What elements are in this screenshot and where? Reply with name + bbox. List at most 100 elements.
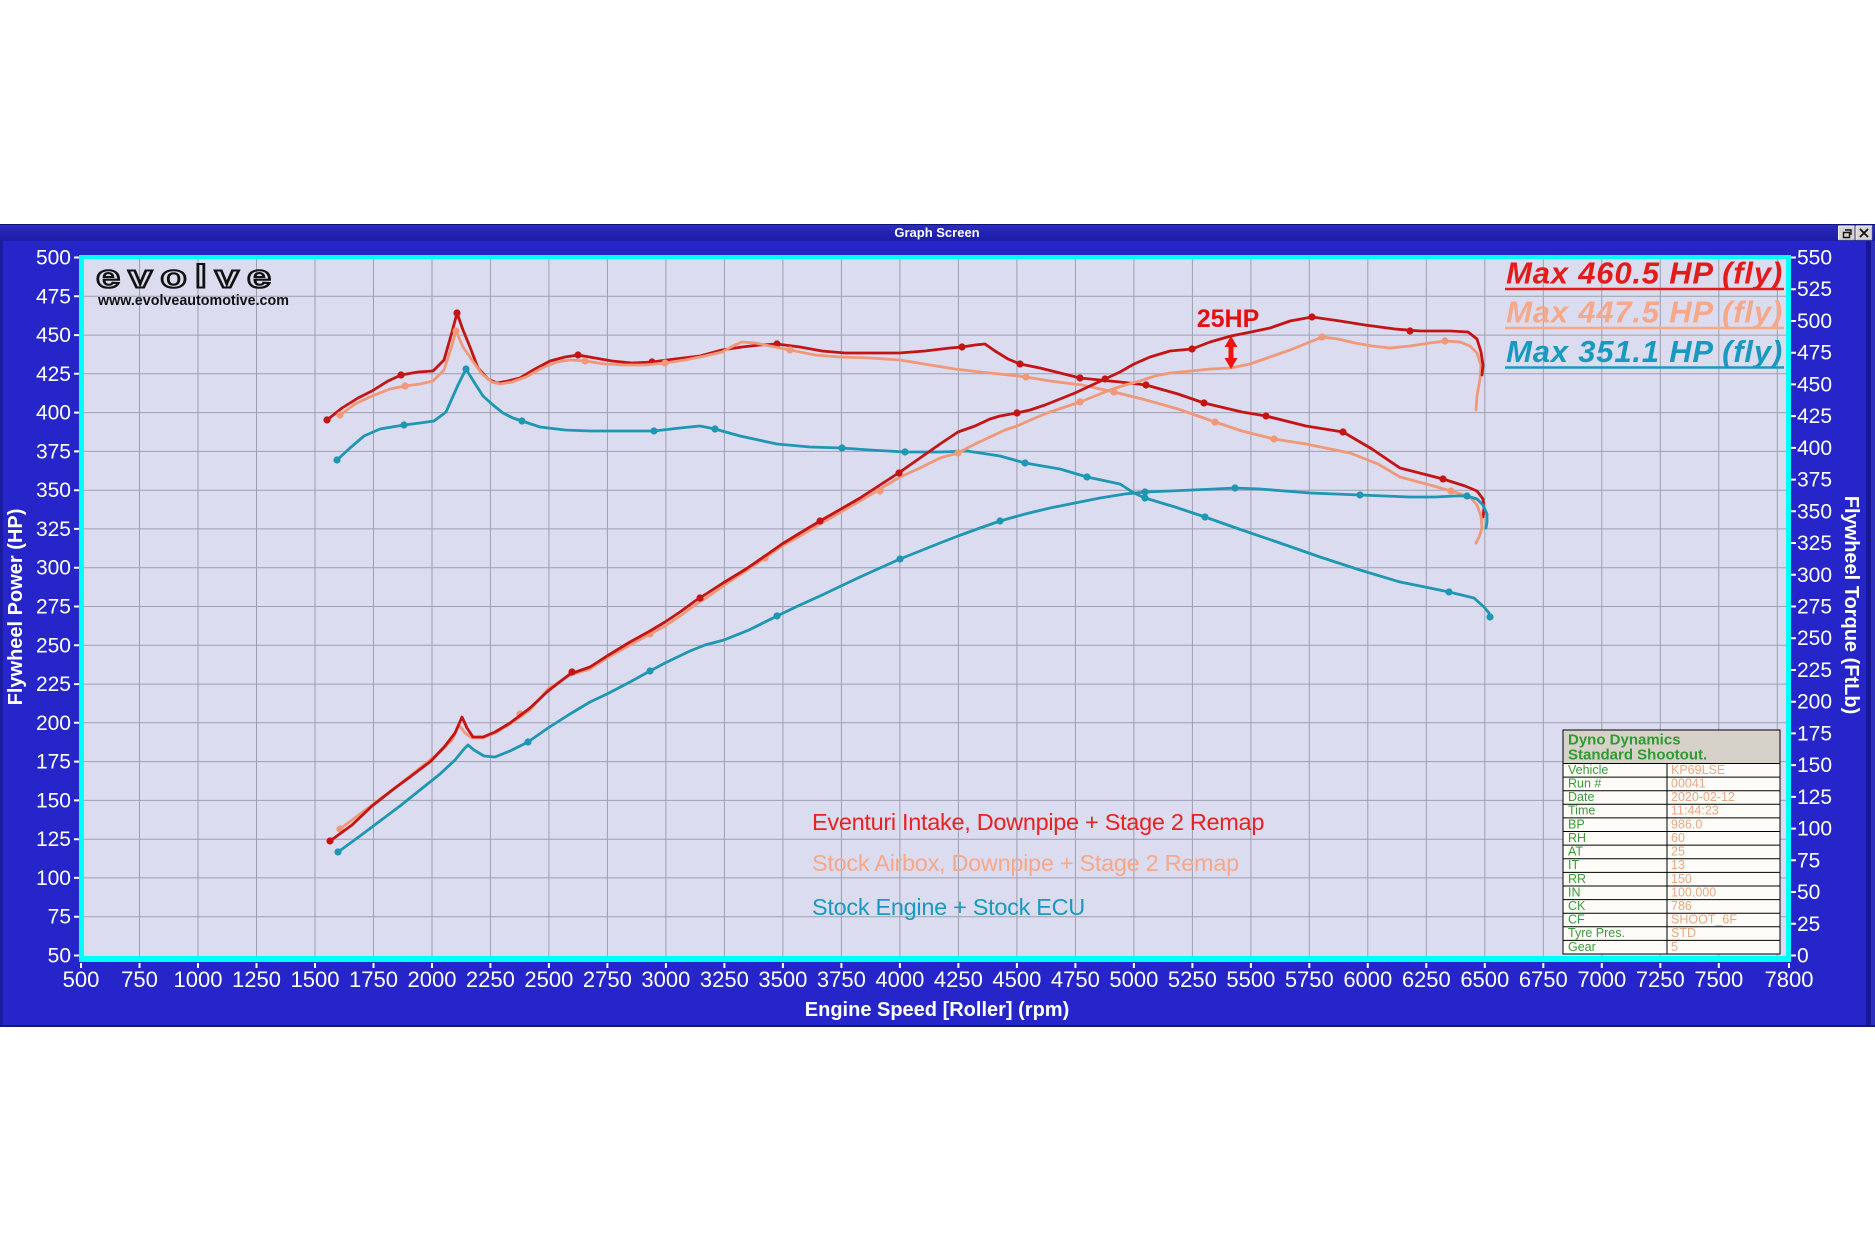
svg-text:KP69LSE: KP69LSE (1671, 763, 1725, 777)
svg-text:75: 75 (48, 906, 71, 929)
svg-text:275: 275 (1797, 596, 1832, 619)
svg-text:www.evolveautomotive.com: www.evolveautomotive.com (97, 293, 289, 309)
svg-text:300: 300 (36, 557, 71, 580)
svg-text:RH: RH (1568, 831, 1586, 845)
svg-text:3750: 3750 (817, 967, 866, 992)
svg-text:Graph Screen: Graph Screen (894, 225, 979, 240)
svg-text:200: 200 (36, 712, 71, 735)
svg-text:Max 447.5 HP (fly): Max 447.5 HP (fly) (1506, 295, 1783, 330)
svg-text:125: 125 (1797, 786, 1832, 809)
svg-text:2020-02-12: 2020-02-12 (1671, 790, 1735, 804)
svg-text:100: 100 (1797, 818, 1832, 841)
svg-text:Vehicle: Vehicle (1568, 763, 1608, 777)
svg-text:1500: 1500 (291, 967, 340, 992)
svg-text:STD: STD (1671, 926, 1696, 940)
svg-text:1250: 1250 (232, 967, 281, 992)
svg-text:4000: 4000 (875, 967, 924, 992)
svg-text:7000: 7000 (1577, 967, 1626, 992)
svg-text:300: 300 (1797, 564, 1832, 587)
svg-text:5500: 5500 (1226, 967, 1275, 992)
svg-text:Flywheel Torque (FtLb): Flywheel Torque (FtLb) (1840, 496, 1862, 715)
svg-text:250: 250 (1797, 627, 1832, 650)
svg-text:325: 325 (36, 518, 71, 541)
svg-text:175: 175 (1797, 722, 1832, 745)
svg-text:CK: CK (1568, 899, 1586, 913)
svg-text:5250: 5250 (1168, 967, 1217, 992)
svg-text:275: 275 (36, 596, 71, 619)
svg-text:325: 325 (1797, 532, 1832, 555)
svg-text:425: 425 (36, 363, 71, 386)
svg-text:Dyno Dynamics: Dyno Dynamics (1568, 732, 1681, 749)
svg-text:400: 400 (1797, 437, 1832, 460)
svg-text:375: 375 (1797, 469, 1832, 492)
svg-text:400: 400 (36, 402, 71, 425)
svg-text:4750: 4750 (1051, 967, 1100, 992)
svg-text:350: 350 (1797, 500, 1832, 523)
svg-text:200: 200 (1797, 691, 1832, 714)
svg-text:100.000: 100.000 (1671, 885, 1716, 899)
svg-text:25HP: 25HP (1197, 305, 1260, 333)
svg-text:7800: 7800 (1765, 967, 1814, 992)
svg-text:50: 50 (48, 945, 71, 968)
svg-text:7250: 7250 (1636, 967, 1685, 992)
svg-text:3000: 3000 (641, 967, 690, 992)
svg-text:250: 250 (36, 634, 71, 657)
svg-text:11:44:23: 11:44:23 (1671, 804, 1719, 818)
svg-text:525: 525 (1797, 278, 1832, 301)
svg-text:IN: IN (1568, 885, 1581, 899)
svg-text:150: 150 (36, 789, 71, 812)
svg-text:550: 550 (1797, 247, 1832, 270)
svg-text:425: 425 (1797, 405, 1832, 428)
svg-text:6500: 6500 (1460, 967, 1509, 992)
svg-text:986.0: 986.0 (1671, 817, 1702, 831)
svg-text:2250: 2250 (466, 967, 515, 992)
svg-text:350: 350 (36, 479, 71, 502)
svg-text:5: 5 (1671, 940, 1678, 954)
svg-text:375: 375 (36, 440, 71, 463)
svg-text:60: 60 (1671, 831, 1685, 845)
svg-text:50: 50 (1797, 881, 1820, 904)
svg-text:Run #: Run # (1568, 777, 1601, 791)
svg-text:Engine Speed [Roller] (rpm): Engine Speed [Roller] (rpm) (805, 999, 1069, 1021)
svg-text:Gear: Gear (1568, 940, 1596, 954)
svg-text:Tyre Pres.: Tyre Pres. (1568, 926, 1625, 940)
svg-text:750: 750 (121, 967, 158, 992)
svg-text:7500: 7500 (1694, 967, 1743, 992)
svg-text:13: 13 (1671, 858, 1685, 872)
svg-text:6250: 6250 (1402, 967, 1451, 992)
svg-text:25: 25 (1671, 845, 1685, 859)
svg-text:AT: AT (1568, 845, 1583, 859)
svg-text:150: 150 (1671, 872, 1692, 886)
svg-text:475: 475 (1797, 342, 1832, 365)
svg-text:Date: Date (1568, 790, 1594, 804)
svg-text:1000: 1000 (174, 967, 223, 992)
svg-text:SHOOT_6F: SHOOT_6F (1671, 913, 1737, 927)
svg-text:0: 0 (1797, 945, 1809, 968)
svg-text:Eventuri Intake, Downpipe + St: Eventuri Intake, Downpipe + Stage 2 Rema… (812, 809, 1264, 835)
svg-text:475: 475 (36, 285, 71, 308)
svg-text:2750: 2750 (583, 967, 632, 992)
svg-text:6000: 6000 (1343, 967, 1392, 992)
svg-text:6750: 6750 (1519, 967, 1568, 992)
svg-text:Flywheel Power (HP): Flywheel Power (HP) (5, 509, 27, 706)
svg-text:75: 75 (1797, 849, 1820, 872)
svg-text:500: 500 (63, 967, 100, 992)
svg-text:500: 500 (36, 247, 71, 270)
svg-text:5000: 5000 (1109, 967, 1158, 992)
svg-text:Time: Time (1568, 804, 1595, 818)
svg-text:25: 25 (1797, 913, 1820, 936)
svg-text:500: 500 (1797, 310, 1832, 333)
svg-text:Standard Shootout.: Standard Shootout. (1568, 747, 1707, 764)
svg-text:450: 450 (36, 324, 71, 347)
svg-text:3250: 3250 (700, 967, 749, 992)
svg-text:Max 460.5 HP (fly): Max 460.5 HP (fly) (1506, 256, 1783, 291)
svg-text:225: 225 (36, 673, 71, 696)
svg-text:125: 125 (36, 828, 71, 851)
svg-text:100: 100 (36, 867, 71, 890)
svg-text:Stock Airbox, Downpipe + Stage: Stock Airbox, Downpipe + Stage 2 Remap (812, 850, 1239, 876)
svg-text:Max 351.1 HP (fly): Max 351.1 HP (fly) (1506, 334, 1783, 369)
svg-text:BP: BP (1568, 817, 1585, 831)
svg-text:4250: 4250 (934, 967, 983, 992)
svg-text:4500: 4500 (992, 967, 1041, 992)
svg-text:786: 786 (1671, 899, 1692, 913)
